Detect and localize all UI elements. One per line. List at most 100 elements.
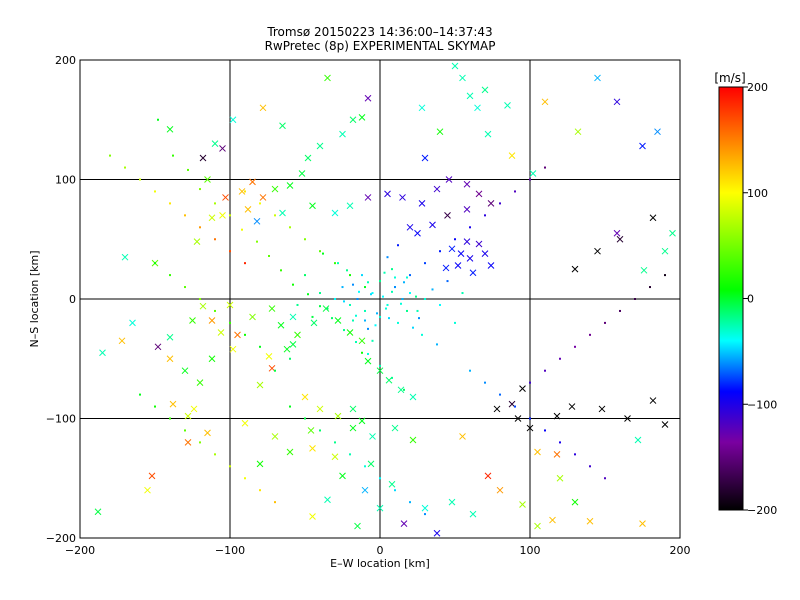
velocity-point-x <box>574 128 582 136</box>
velocity-point-x <box>219 211 226 219</box>
velocity-point-dot <box>356 298 359 300</box>
velocity-point-dot <box>574 453 576 456</box>
velocity-point-dot <box>172 154 174 157</box>
velocity-point-dot <box>154 262 156 265</box>
velocity-point-x <box>279 209 286 217</box>
velocity-point-dot <box>169 417 171 420</box>
velocity-point-x <box>654 128 661 136</box>
velocity-point-x <box>571 265 579 273</box>
velocity-point-x <box>640 266 648 274</box>
velocity-point-x <box>289 341 297 348</box>
velocity-point-x <box>208 355 216 363</box>
velocity-point-x <box>433 529 441 537</box>
velocity-point-dot <box>454 238 456 241</box>
velocity-point-x <box>400 520 408 528</box>
velocity-point-dot <box>367 327 369 330</box>
velocity-point-x <box>349 116 357 124</box>
velocity-point-x <box>222 194 229 201</box>
velocity-point-x <box>397 386 405 394</box>
velocity-point-dot <box>319 305 321 308</box>
velocity-point-dot <box>649 286 651 289</box>
velocity-point-x <box>309 202 316 210</box>
velocity-point-x <box>484 472 492 480</box>
velocity-point-dot <box>529 417 531 420</box>
velocity-point-dot <box>382 295 384 298</box>
velocity-point-x <box>616 235 624 243</box>
velocity-point-dot <box>244 477 246 480</box>
velocity-point-x <box>448 498 456 506</box>
chart-title: Tromsø 20150223 14:36:00–14:37:43 <box>266 25 492 39</box>
velocity-point-x <box>367 460 375 468</box>
axis-ticks: −200 −100 0 100 200 −200 −100 0 100 200 <box>46 54 691 557</box>
velocity-point-dot <box>604 477 606 480</box>
velocity-point-x <box>481 250 489 257</box>
velocity-point-dot <box>544 429 546 432</box>
velocity-point-dot <box>229 214 231 217</box>
velocity-point-dot <box>199 441 201 444</box>
velocity-point-x <box>613 229 621 237</box>
velocity-point-x <box>339 472 346 480</box>
velocity-point-dot <box>385 307 387 310</box>
velocity-point-x <box>268 305 276 312</box>
colorbar-tick-label: −200 <box>747 504 777 517</box>
velocity-point-x <box>613 98 621 106</box>
velocity-point-dot <box>355 341 357 344</box>
velocity-point-x <box>442 264 450 272</box>
velocity-point-dot <box>394 286 396 289</box>
velocity-point-dot <box>124 166 126 169</box>
velocity-point-dot <box>364 309 366 312</box>
velocity-point-x <box>457 250 465 257</box>
velocity-point-x <box>199 302 207 310</box>
velocity-point-dot <box>331 317 333 320</box>
velocity-point-dot <box>574 345 576 348</box>
velocity-point-dot <box>184 214 186 217</box>
velocity-point-x <box>409 436 417 444</box>
velocity-point-dot <box>374 324 377 327</box>
velocity-point-x <box>384 190 391 198</box>
velocity-point-dot <box>439 250 441 253</box>
velocity-point-x <box>211 140 219 148</box>
velocity-point-x <box>661 247 669 255</box>
velocity-point-dot <box>343 329 345 332</box>
velocity-point-x <box>436 128 444 136</box>
colorbar-gradient <box>718 86 744 511</box>
velocity-point-dot <box>436 343 438 346</box>
velocity-point-x <box>226 301 234 309</box>
velocity-point-dot <box>364 465 366 468</box>
velocity-point-dot <box>244 333 246 336</box>
velocity-point-x <box>339 130 346 138</box>
velocity-point-x <box>346 202 354 210</box>
velocity-point-dot <box>364 319 366 322</box>
velocity-point-dot <box>406 276 408 279</box>
velocity-point-x <box>166 125 174 133</box>
velocity-point-x <box>193 238 201 245</box>
velocity-point-x <box>487 200 495 207</box>
x-tick-label: 0 <box>377 544 384 557</box>
velocity-point-dot <box>386 256 389 259</box>
velocity-point-x <box>448 245 456 253</box>
y-tick-label: −100 <box>46 413 76 426</box>
velocity-point-dot <box>256 240 258 243</box>
colorbar-label: [m/s] <box>714 71 745 85</box>
velocity-point-dot <box>367 352 369 355</box>
velocity-point-dot <box>446 280 449 283</box>
velocity-point-x <box>556 474 564 482</box>
velocity-point-dot <box>394 489 396 492</box>
velocity-point-x <box>181 367 189 375</box>
velocity-point-dot <box>589 465 591 468</box>
velocity-point-dot <box>169 202 171 205</box>
velocity-point-x <box>316 142 324 150</box>
velocity-point-dot <box>349 303 351 306</box>
velocity-point-dot <box>358 290 360 293</box>
velocity-point-dot <box>259 202 261 205</box>
velocity-point-x <box>301 393 309 401</box>
velocity-point-dot <box>416 309 419 312</box>
velocity-point-dot <box>370 293 372 296</box>
velocity-point-x <box>256 381 264 389</box>
velocity-point-x <box>376 504 384 512</box>
velocity-point-dot <box>409 501 411 504</box>
velocity-point-x <box>466 92 474 100</box>
velocity-point-x <box>639 142 646 150</box>
velocity-point-dot <box>619 309 621 312</box>
velocity-point-x <box>409 393 417 401</box>
